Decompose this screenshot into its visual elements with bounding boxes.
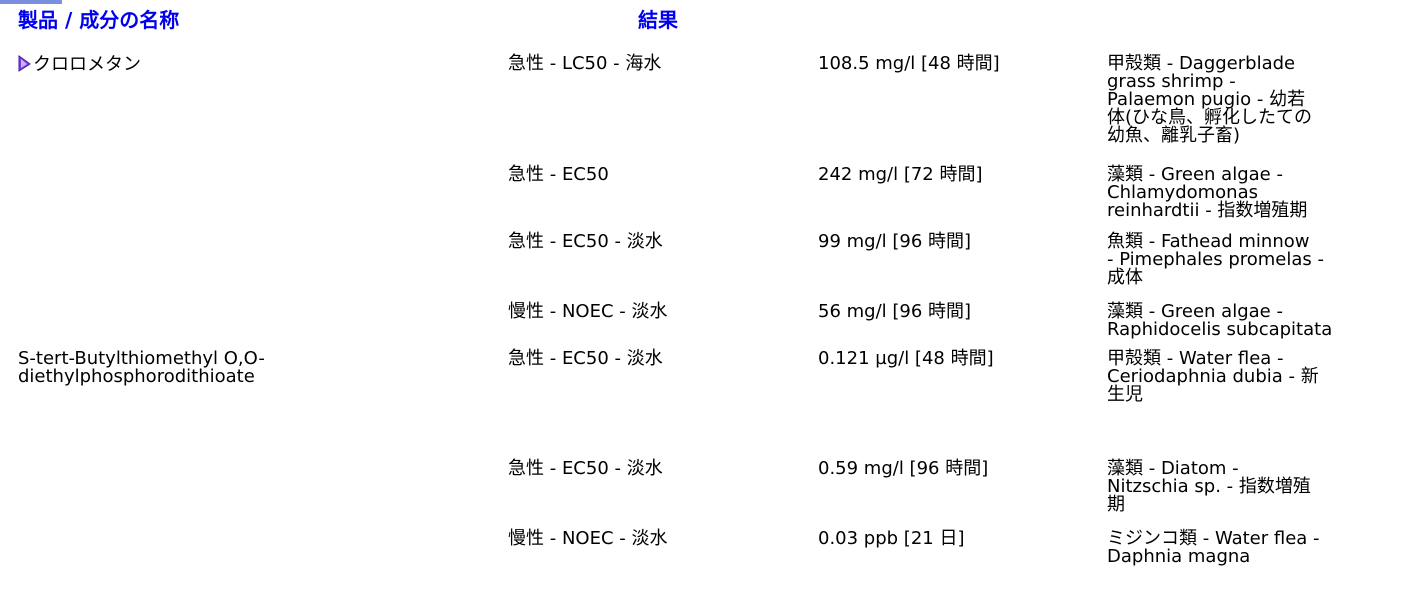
cursor-marker-icon xyxy=(18,55,31,72)
top-tab-indicator xyxy=(0,0,62,4)
test-value: 56 mg/l [96 時間] xyxy=(818,301,972,322)
test-type: 急性 - EC50 - 淡水 xyxy=(508,458,663,479)
test-species: 甲殻類 - Water flea - Ceriodaphnia dubia - … xyxy=(1107,348,1319,405)
substance-name: S-tert-Butylthiomethyl O,O- diethylphosp… xyxy=(18,348,265,387)
test-value: 0.121 µg/l [48 時間] xyxy=(818,348,994,369)
test-type: 急性 - EC50 - 淡水 xyxy=(508,348,663,369)
test-value: 0.03 ppb [21 日] xyxy=(818,528,965,549)
test-type: 慢性 - NOEC - 淡水 xyxy=(508,528,668,549)
test-species: 藻類 - Diatom - Nitzschia sp. - 指数増殖 期 xyxy=(1107,458,1311,515)
test-type: 慢性 - NOEC - 淡水 xyxy=(508,301,668,322)
result-header: 結果 xyxy=(638,8,678,32)
test-value: 0.59 mg/l [96 時間] xyxy=(818,458,989,479)
test-species: 藻類 - Green algae - Chlamydomonas reinhar… xyxy=(1107,164,1308,221)
test-type: 急性 - EC50 - 淡水 xyxy=(508,231,663,252)
test-type: 急性 - EC50 xyxy=(508,164,609,185)
product-name-header: 製品 / 成分の名称 xyxy=(18,8,180,32)
test-type: 急性 - LC50 - 海水 xyxy=(508,53,662,74)
test-value: 99 mg/l [96 時間] xyxy=(818,231,972,252)
test-species: 魚類 - Fathead minnow - Pimephales promela… xyxy=(1107,231,1325,288)
test-species: 甲殻類 - Daggerblade grass shrimp - Palaemo… xyxy=(1107,53,1313,146)
test-species: ミジンコ類 - Water flea - Daphnia magna xyxy=(1107,528,1320,567)
substance-name-text: クロロメタン xyxy=(33,54,141,75)
test-species: 藻類 - Green algae - Raphidocelis subcapit… xyxy=(1107,301,1333,340)
test-value: 108.5 mg/l [48 時間] xyxy=(818,53,1000,74)
test-value: 242 mg/l [72 時間] xyxy=(818,164,983,185)
substance-name: クロロメタン xyxy=(18,55,141,74)
